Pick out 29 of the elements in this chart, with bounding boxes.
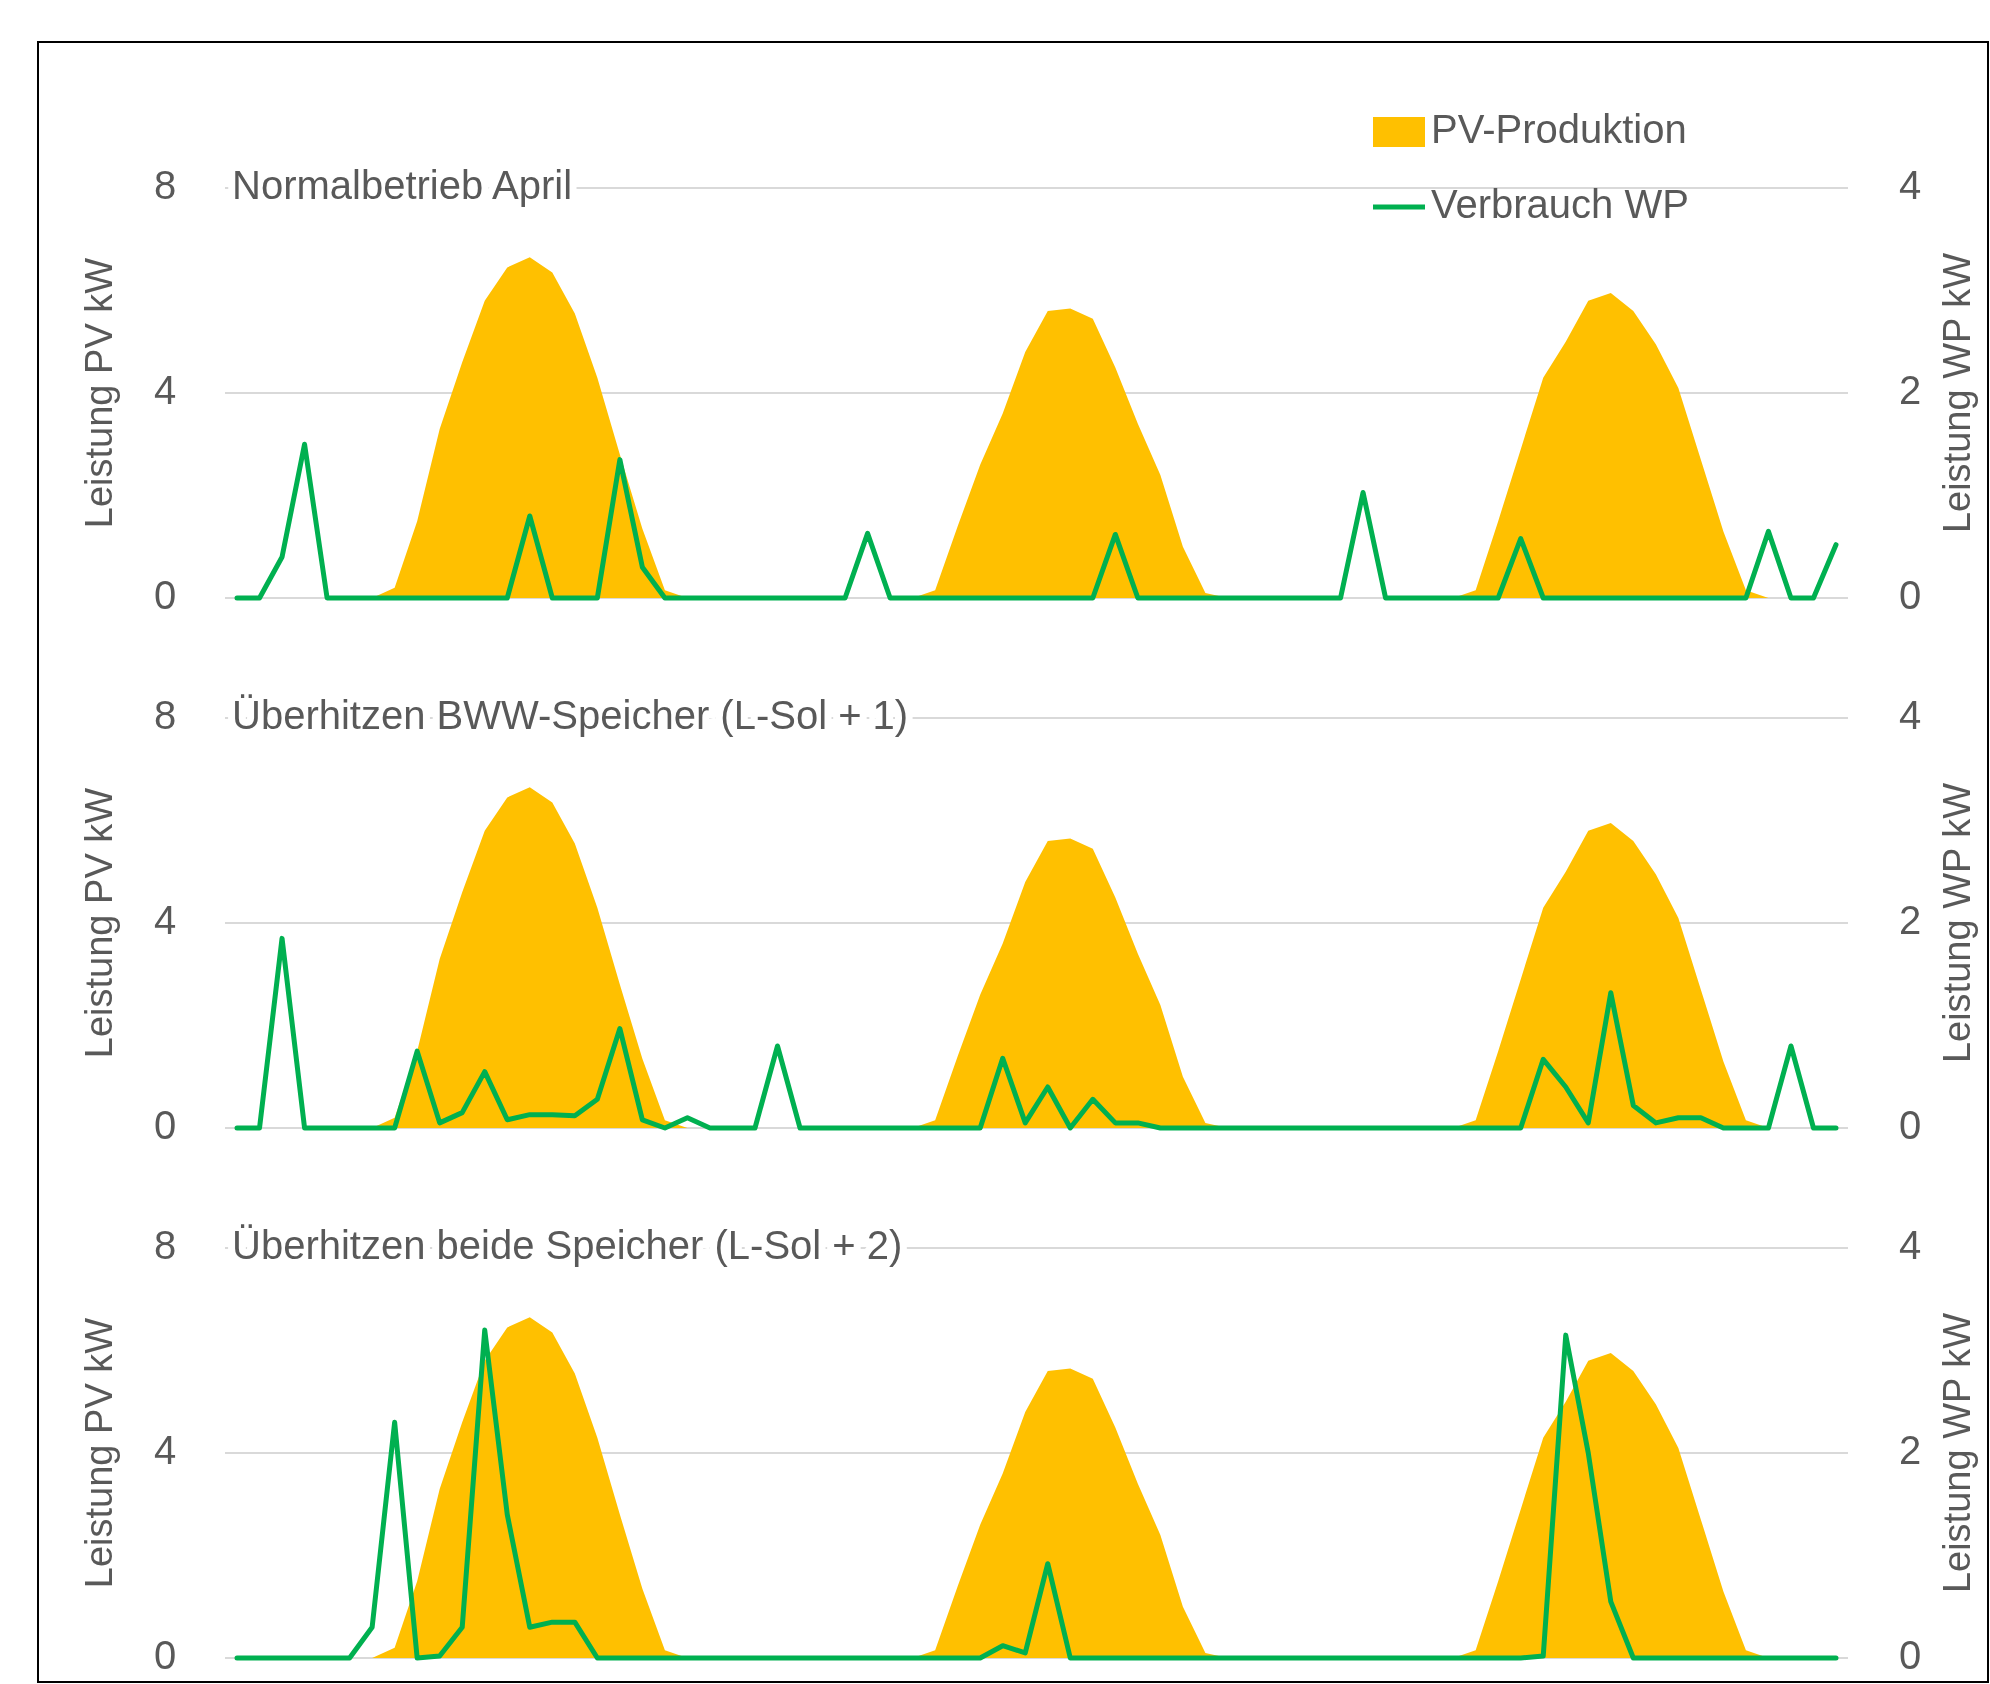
- y2-axis-title: Leistung WP kW: [1936, 1312, 1979, 1594]
- y2-tick-label: 2: [1898, 367, 1922, 412]
- y2-tick-label: 0: [1898, 572, 1922, 617]
- y2-tick-label: 2: [1898, 897, 1922, 942]
- y-tick-label: 4: [153, 897, 177, 942]
- y-axis-title: Leistung PV kW: [78, 1317, 120, 1589]
- y-tick-label: 4: [153, 1427, 177, 1472]
- y2-tick-label: 4: [1898, 1222, 1922, 1267]
- y2-tick-label: 0: [1898, 1102, 1922, 1147]
- y-axis-title: Leistung PV kW: [78, 787, 120, 1059]
- y2-tick-label: 0: [1898, 1632, 1922, 1677]
- y2-tick-label: 4: [1898, 692, 1922, 737]
- y2-tick-label: 2: [1898, 1427, 1922, 1472]
- y-axis-title: Leistung PV kW: [78, 257, 120, 529]
- y-tick-label: 4: [153, 367, 177, 412]
- y2-axis-title: Leistung WP kW: [1936, 252, 1979, 534]
- y-tick-label: 0: [153, 1632, 177, 1677]
- y-tick-label: 0: [153, 1102, 177, 1147]
- chart-title: Normalbetrieb April: [232, 162, 573, 207]
- y2-tick-label: 4: [1898, 162, 1922, 207]
- y-tick-label: 8: [153, 692, 177, 737]
- chart-title: Überhitzen beide Speicher (L-Sol + 2): [232, 1222, 903, 1267]
- y-tick-label: 8: [153, 162, 177, 207]
- y2-axis-title: Leistung WP kW: [1936, 782, 1979, 1064]
- legend-label: Verbrauch WP: [1431, 181, 1689, 226]
- legend-label: PV-Produktion: [1431, 106, 1687, 151]
- chart-title: Überhitzen BWW-Speicher (L-Sol + 1): [232, 692, 909, 737]
- y-tick-label: 8: [153, 1222, 177, 1267]
- y-tick-label: 0: [153, 572, 177, 617]
